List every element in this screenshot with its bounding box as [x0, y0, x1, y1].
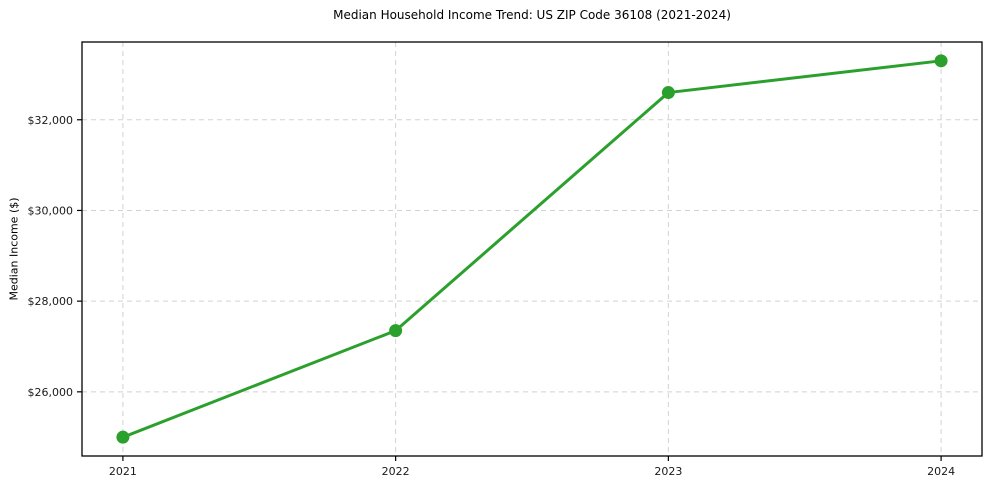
data-point-2023 — [661, 86, 675, 100]
x-tick-label: 2024 — [927, 465, 955, 478]
y-tick-label: $32,000 — [28, 114, 74, 127]
data-point-2022 — [389, 324, 403, 338]
x-tick-label: 2021 — [109, 465, 137, 478]
x-tick-label: 2023 — [654, 465, 682, 478]
trend-line — [121, 59, 943, 439]
y-tick-label: $30,000 — [28, 204, 74, 217]
y-tick-label: $28,000 — [28, 295, 74, 308]
y-tick-label: $26,000 — [28, 386, 74, 399]
plot-frame — [81, 41, 983, 457]
data-point-2024 — [934, 54, 948, 68]
data-point-2021 — [116, 430, 130, 444]
x-tick-label: 2022 — [382, 465, 410, 478]
chart-title: Median Household Income Trend: US ZIP Co… — [333, 8, 731, 22]
